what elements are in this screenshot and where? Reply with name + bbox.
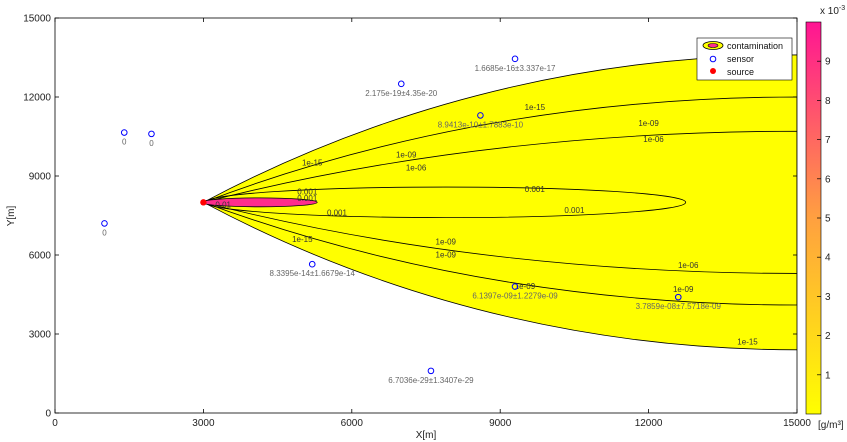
colorbar-tick-label: 9 (825, 57, 831, 68)
contour-label: 1e-09 (436, 237, 457, 246)
x-tick-label: 12000 (635, 418, 663, 429)
sensor-marker (477, 112, 484, 119)
axes: 0 3000 6000 9000 12000 15000 0 3000 6000 9000 1200… (23, 14, 811, 430)
legend-source-icon (710, 68, 716, 74)
contour-label: 0.001 (297, 194, 318, 203)
x-tick-label: 3000 (192, 418, 215, 429)
x-tick-label: 9000 (489, 418, 512, 429)
legend-label-sensor: sensor (727, 54, 754, 64)
y-tick-label: 0 (45, 409, 51, 420)
sensor-label: 0 (102, 228, 107, 237)
y-tick-label: 3000 (29, 330, 52, 341)
colorbar: 1 2 3 4 5 6 7 8 9 x 10-3 [g/m³] (805, 5, 845, 431)
contour-label: 1e-06 (406, 164, 427, 173)
x-tick-label: 0 (52, 418, 58, 429)
sensor-label: 2.175e-19±4.35e-20 (365, 89, 438, 98)
y-axis-label: Y[m] (6, 206, 17, 227)
contour-1e-06 (203, 130, 797, 274)
colorbar-tick-label: 5 (825, 214, 831, 225)
contour-label: 0.01 (215, 201, 231, 210)
y-tick-label: 15000 (23, 14, 51, 25)
colorbar-unit-label: [g/m³] (818, 420, 844, 431)
colorbar-tick-label: 2 (825, 331, 831, 342)
contour-label: 1e-09 (673, 285, 694, 294)
legend-label-source: source (727, 67, 754, 77)
sensor-marker (511, 283, 519, 290)
sensor-label: 1.6685e-16±3.337e-17 (475, 64, 556, 73)
colorbar-tick-label: 8 (825, 96, 831, 107)
sensor-label: 8.3395e-14±1.6679e-14 (270, 269, 356, 278)
sensor-marker (427, 367, 435, 375)
contour-label: 1e-09 (396, 151, 417, 160)
legend-sensor-icon (709, 55, 717, 63)
colorbar-ticks: 1 2 3 4 5 6 7 8 9 (817, 57, 831, 381)
contour-label: 1e-15 (525, 103, 546, 112)
contour-label: 1e-15 (737, 338, 758, 347)
legend-label-contamination: contamination (727, 41, 783, 51)
contour-label: 1e-09 (436, 251, 457, 260)
colorbar-tick-label: 6 (825, 174, 831, 185)
sensor-marker (674, 293, 682, 301)
legend-contamination-core-icon (707, 43, 719, 48)
contour-1e-15 (202, 54, 797, 351)
contour-label: 1e-09 (638, 119, 659, 128)
contour-label: 1e-15 (302, 158, 323, 167)
plume-contours (200, 54, 797, 351)
source-marker (200, 199, 207, 206)
contour-label: 0.001 (564, 206, 585, 215)
sensor-marker (511, 55, 519, 63)
colorbar-exponent-power: -3 (839, 5, 845, 12)
sensor-marker (120, 129, 128, 136)
sensors: 0 0 0 2.175e-19±4.35e-20 1.6685e-16±3.337e-1… (101, 55, 722, 385)
contour-label: 0.001 (525, 185, 546, 194)
y-tick-label: 12000 (23, 93, 51, 104)
colorbar-exponent-base: x 10 (820, 6, 839, 17)
sensor-marker (101, 220, 108, 227)
sensor-label: 3.7859e-08±7.5718e-09 (636, 302, 722, 311)
sensor-label: 0 (122, 138, 127, 147)
sensor-marker (397, 80, 405, 88)
contour-label: 1e-06 (643, 135, 664, 144)
contour-label: 1e-09 (515, 282, 536, 291)
sensor-label: 0 (149, 139, 154, 148)
x-tick-label: 15000 (783, 418, 811, 429)
contour-label: 0.001 (297, 187, 318, 196)
colorbar-tick-label: 3 (825, 292, 831, 303)
legend: contamination sensor source (696, 37, 793, 81)
sensor-label: 6.1397e-09±1.2279e-09 (472, 292, 558, 301)
sensor-label: 6.7036e-29±1.3407e-29 (388, 376, 474, 385)
y-tick-label: 9000 (29, 172, 52, 183)
colorbar-exponent: x 10-3 (820, 5, 845, 17)
x-tick-label: 6000 (341, 418, 364, 429)
contour-1e-09 (202, 96, 797, 306)
contour-label: 1e-06 (678, 261, 699, 270)
sensor-label: 8.9413e-10±1.7883e-10 (438, 120, 524, 129)
sensor-marker (308, 260, 316, 268)
contour-label: 0.001 (327, 209, 348, 218)
contour-label: 1e-15 (292, 235, 313, 244)
sensor-marker (148, 130, 155, 138)
y-tick-label: 6000 (29, 251, 52, 262)
colorbar-tick-label: 4 (825, 253, 831, 264)
x-axis-label: X[m] (416, 430, 437, 441)
colorbar-tick-label: 1 (825, 370, 831, 381)
colorbar-tick-label: 7 (825, 135, 831, 146)
